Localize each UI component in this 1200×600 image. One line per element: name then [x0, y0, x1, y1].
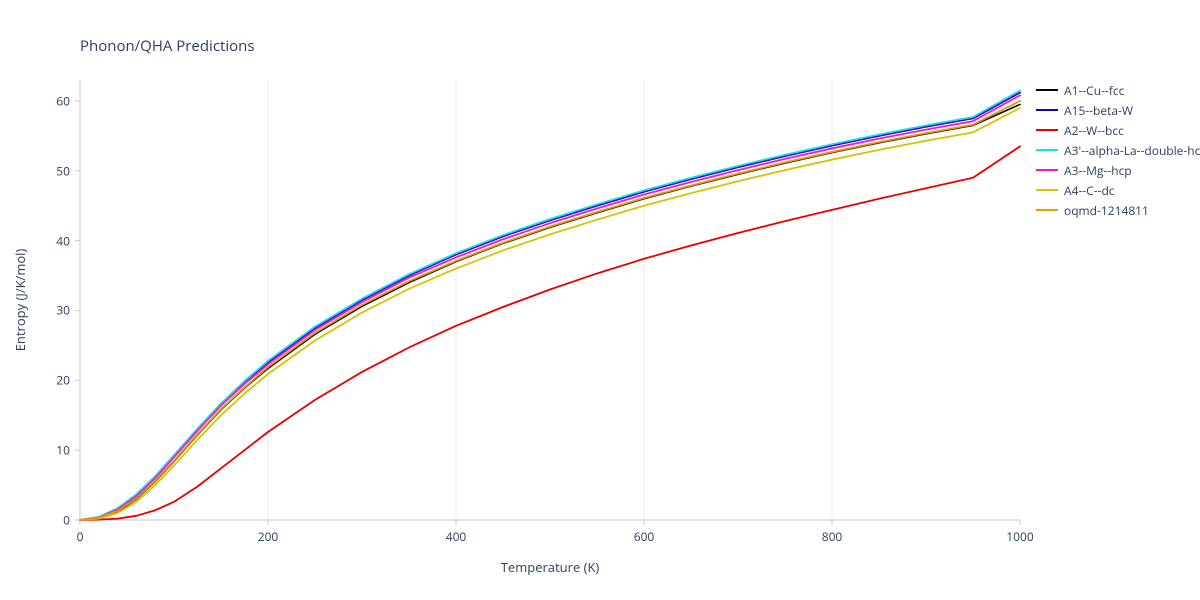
legend-swatch: [1036, 89, 1058, 91]
x-axis-label: Temperature (K): [501, 558, 600, 576]
legend: A1--Cu--fcc A15--beta-W A2--W--bcc A3'--alp…: [1036, 80, 1200, 220]
x-tick-label: 400: [446, 528, 467, 545]
legend-item[interactable]: A3--Mg--hcp: [1036, 160, 1200, 180]
series-line[interactable]: [80, 104, 1020, 520]
legend-label: A4--C--dc: [1064, 182, 1115, 199]
legend-label: A2--W--bcc: [1064, 122, 1124, 139]
legend-swatch: [1036, 169, 1058, 171]
y-tick-label: 50: [56, 162, 70, 179]
y-tick-label: 10: [56, 442, 70, 459]
x-tick-label: 0: [77, 528, 84, 545]
x-tick-label: 200: [258, 528, 279, 545]
series-line[interactable]: [80, 90, 1020, 520]
series-line[interactable]: [80, 108, 1020, 520]
y-tick-label: 60: [56, 92, 70, 109]
legend-label: oqmd-1214811: [1064, 202, 1149, 219]
legend-swatch: [1036, 129, 1058, 131]
chart-title: Phonon/QHA Predictions: [80, 36, 255, 56]
x-tick-label: 800: [822, 528, 843, 545]
legend-item[interactable]: A4--C--dc: [1036, 180, 1200, 200]
legend-item[interactable]: A15--beta-W: [1036, 100, 1200, 120]
y-tick-label: 40: [56, 232, 70, 249]
x-tick-label: 1000: [1006, 528, 1033, 545]
legend-label: A3--Mg--hcp: [1064, 162, 1132, 179]
y-tick-label: 30: [56, 302, 70, 319]
chart-plot-area: [80, 80, 1020, 520]
y-tick-label: 20: [56, 372, 70, 389]
legend-label: A3'--alpha-La--double-hcp: [1064, 142, 1200, 159]
series-line[interactable]: [80, 93, 1020, 520]
legend-swatch: [1036, 109, 1058, 111]
legend-swatch: [1036, 189, 1058, 191]
series-line[interactable]: [80, 101, 1020, 520]
legend-item[interactable]: oqmd-1214811: [1036, 200, 1200, 220]
legend-swatch: [1036, 149, 1058, 151]
legend-item[interactable]: A1--Cu--fcc: [1036, 80, 1200, 100]
series-line[interactable]: [80, 95, 1020, 520]
legend-item[interactable]: A3'--alpha-La--double-hcp: [1036, 140, 1200, 160]
y-tick-label: 0: [63, 512, 70, 529]
x-tick-label: 600: [634, 528, 655, 545]
y-axis-label: Entropy (J/K/mol): [11, 249, 29, 352]
legend-label: A1--Cu--fcc: [1064, 82, 1124, 99]
legend-swatch: [1036, 209, 1058, 211]
legend-label: A15--beta-W: [1064, 102, 1133, 119]
series-line[interactable]: [80, 146, 1020, 520]
legend-item[interactable]: A2--W--bcc: [1036, 120, 1200, 140]
